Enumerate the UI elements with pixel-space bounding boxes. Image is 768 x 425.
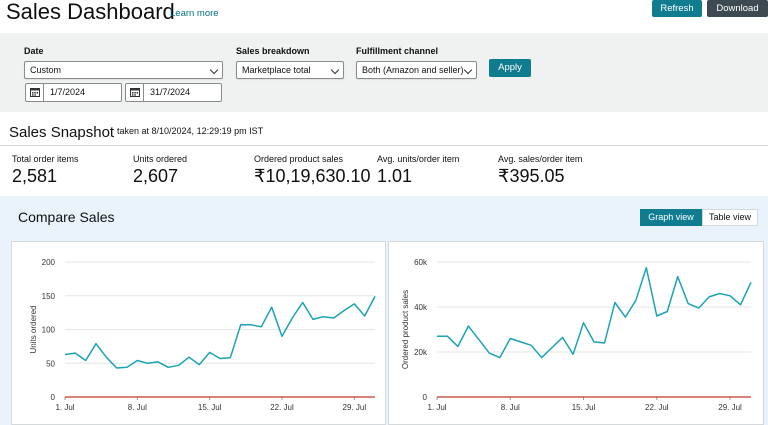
sales-breakdown-value: Marketplace total (242, 65, 311, 75)
metric-ordered-product-sales: Ordered product sales ₹10,19,630.10 (254, 154, 371, 187)
y-axis-label: Units ordered (29, 305, 38, 353)
metric-value: 2,581 (12, 166, 58, 186)
fulfillment-channel-label: Fulfillment channel (356, 46, 439, 56)
series-line (64, 296, 376, 369)
end-date-field[interactable]: 31/7/2024 (125, 83, 222, 102)
metric-label: Total order items (12, 154, 79, 164)
x-tick-label: 1. Jul (427, 403, 446, 412)
date-label: Date (24, 46, 44, 56)
ordered-product-sales-chart-panel: 0 20k 40k 60k 1. Jul 8. Jul 15. Jul 22. Jul 29. … (388, 241, 764, 425)
sales-breakdown-select[interactable]: Marketplace total (236, 61, 344, 79)
divider (0, 145, 768, 146)
chevron-down-icon (209, 65, 219, 75)
table-view-toggle[interactable]: Table view (702, 209, 758, 226)
date-range-select[interactable]: Custom (24, 61, 223, 79)
x-tick-label: 29. Jul (343, 403, 367, 412)
metric-value: 2,607 (133, 166, 179, 186)
snapshot-title: Sales Snapshot (9, 124, 115, 141)
y-tick-label: 200 (42, 258, 56, 267)
download-button[interactable]: Download (707, 0, 768, 17)
units-ordered-chart: 0 50 100 150 200 1. Jul 8. Jul 15. Jul 22. Jul 29… (29, 258, 376, 412)
calendar-icon[interactable] (126, 84, 144, 101)
learn-more-link[interactable]: Learn more (170, 8, 219, 19)
x-tick-label: 29. Jul (718, 403, 742, 412)
start-date-value: 1/7/2024 (50, 87, 86, 97)
metric-value: ₹395.05 (498, 166, 565, 186)
compare-sales-panel: Compare Sales Graph view Table view 0 50 1… (0, 196, 768, 425)
ordered-product-sales-chart: 0 20k 40k 60k 1. Jul 8. Jul 15. Jul 22. Jul 29. … (401, 258, 752, 412)
y-tick-label: 150 (42, 292, 56, 301)
metric-label: Ordered product sales (254, 154, 344, 164)
date-range-value: Custom (30, 65, 62, 75)
sales-breakdown-label: Sales breakdown (236, 46, 310, 56)
calendar-icon[interactable] (26, 84, 44, 101)
y-tick-label: 40k (414, 303, 428, 312)
y-tick-label: 0 (423, 393, 428, 402)
fulfillment-channel-select[interactable]: Both (Amazon and seller) (356, 61, 477, 79)
units-ordered-chart-panel: 0 50 100 150 200 1. Jul 8. Jul 15. Jul 22. Jul 29… (11, 241, 386, 425)
header: Sales Dashboard Learn more Refresh Downl… (0, 0, 768, 30)
fulfillment-channel-value: Both (Amazon and seller) (362, 65, 464, 75)
metric-avg-units-per-order-item: Avg. units/order item 1.01 (377, 154, 459, 187)
metric-label: Units ordered (133, 154, 188, 164)
chevron-down-icon (330, 65, 340, 75)
x-tick-label: 1. Jul (55, 403, 74, 412)
x-tick-label: 8. Jul (501, 403, 520, 412)
metric-units-ordered: Units ordered 2,607 (133, 154, 187, 187)
snapshot-timestamp: taken at 8/10/2024, 12:29:19 pm IST (117, 126, 264, 136)
start-date-field[interactable]: 1/7/2024 (25, 83, 122, 102)
y-tick-label: 0 (51, 393, 56, 402)
x-tick-label: 8. Jul (128, 403, 147, 412)
x-tick-label: 15. Jul (572, 403, 596, 412)
metric-value: 1.01 (377, 166, 413, 186)
filter-bar: Date Custom 1/7/2024 31/7/2024 Sales bre… (0, 33, 768, 112)
metric-label: Avg. units/order item (377, 154, 460, 164)
apply-button[interactable]: Apply (489, 59, 531, 77)
metric-value: ₹10,19,630.10 (254, 166, 371, 186)
page-title: Sales Dashboard (6, 0, 175, 24)
x-tick-label: 15. Jul (198, 403, 222, 412)
graph-view-toggle[interactable]: Graph view (640, 209, 702, 226)
y-tick-label: 50 (46, 359, 55, 368)
metric-label: Avg. sales/order item (498, 154, 583, 164)
x-tick-label: 22. Jul (270, 403, 294, 412)
series-line (437, 266, 752, 359)
chevron-down-icon (463, 65, 473, 75)
x-tick-label: 22. Jul (645, 403, 669, 412)
y-axis-label: Ordered product sales (401, 290, 410, 369)
metric-total-order-items: Total order items 2,581 (12, 154, 79, 187)
metric-avg-sales-per-order-item: Avg. sales/order item ₹395.05 (498, 154, 582, 187)
refresh-button[interactable]: Refresh (652, 0, 702, 17)
end-date-value: 31/7/2024 (150, 87, 191, 97)
y-tick-label: 60k (414, 258, 428, 267)
compare-sales-title: Compare Sales (18, 209, 115, 225)
y-tick-label: 100 (42, 326, 56, 335)
y-tick-label: 20k (414, 348, 428, 357)
